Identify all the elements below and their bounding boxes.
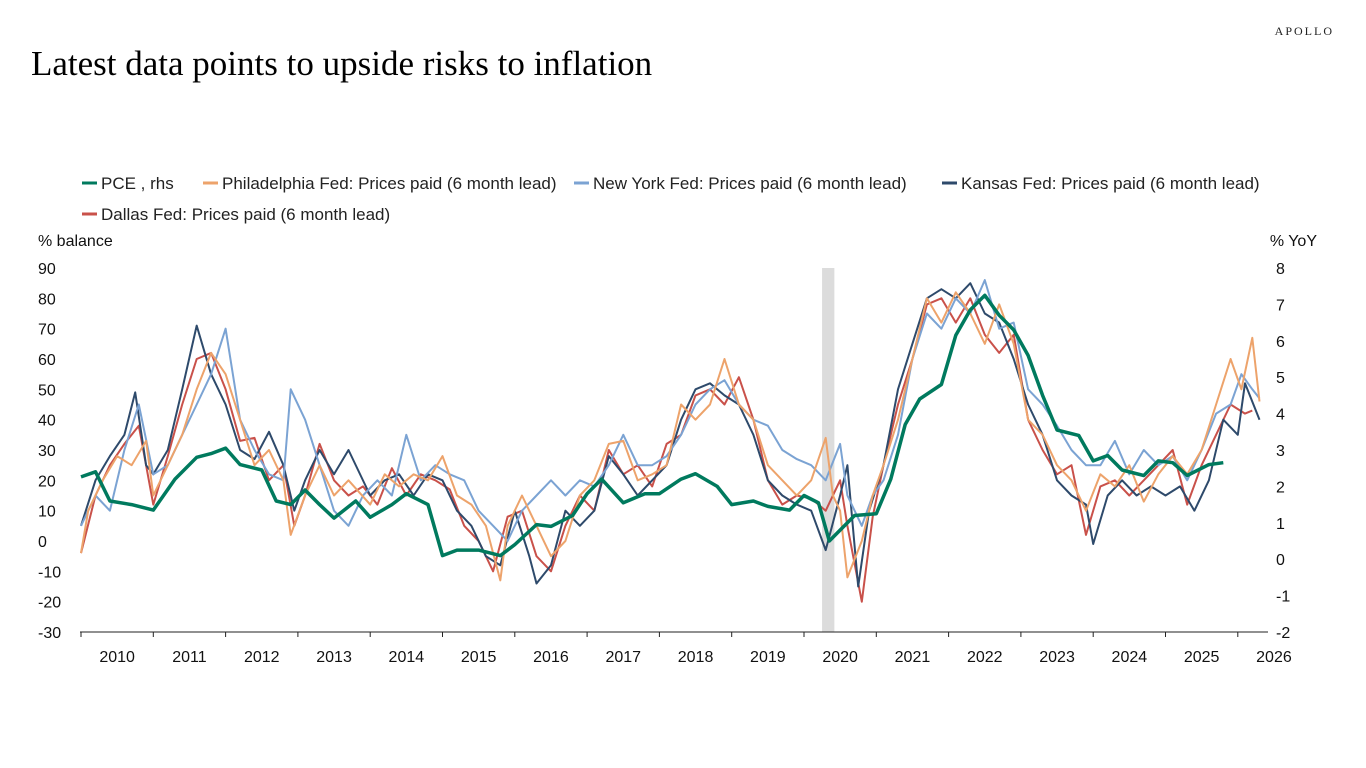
left-tick-label: -30 (38, 625, 61, 642)
left-tick-label: 60 (38, 352, 56, 369)
x-tick-label: 2015 (461, 649, 497, 666)
x-tick-label: 2021 (895, 649, 931, 666)
x-tick-label: 2024 (1112, 649, 1148, 666)
x-tick-label: 2017 (605, 649, 641, 666)
right-tick-label: 8 (1276, 261, 1285, 278)
left-tick-label: 70 (38, 322, 56, 339)
right-axis-label: % YoY (1270, 233, 1317, 250)
x-tick-label: 2012 (244, 649, 280, 666)
right-tick-label: 1 (1276, 516, 1285, 533)
right-tick-label: 5 (1276, 370, 1285, 387)
x-tick-label: 2020 (822, 649, 858, 666)
left-tick-label: 40 (38, 413, 56, 430)
x-tick-label: 2016 (533, 649, 569, 666)
left-tick-label: 80 (38, 291, 56, 308)
x-tick-label: 2026 (1256, 649, 1292, 666)
legend-entry: PCE , rhs (101, 174, 174, 193)
series-line-dallas-fed (80, 297, 1253, 603)
left-tick-label: 50 (38, 382, 56, 399)
left-tick-label: -10 (38, 564, 61, 581)
right-tick-label: 7 (1276, 297, 1285, 314)
right-tick-label: 2 (1276, 479, 1285, 496)
x-tick-label: 2014 (389, 649, 425, 666)
legend-entry: Kansas Fed: Prices paid (6 month lead) (961, 174, 1260, 193)
left-tick-label: 20 (38, 473, 56, 490)
right-tick-label: 0 (1276, 552, 1285, 569)
right-tick-label: 6 (1276, 334, 1285, 351)
x-tick-label: 2022 (967, 649, 1003, 666)
right-tick-label: -2 (1276, 625, 1290, 642)
chart-title: Latest data points to upside risks to in… (31, 44, 653, 83)
legend-entry: Philadelphia Fed: Prices paid (6 month l… (222, 174, 557, 193)
left-tick-label: 90 (38, 261, 56, 278)
right-tick-label: -1 (1276, 589, 1290, 606)
series-line-kansas-fed (80, 282, 1261, 588)
legend-entry: New York Fed: Prices paid (6 month lead) (593, 174, 907, 193)
left-tick-label: -20 (38, 595, 61, 612)
x-tick-label: 2025 (1184, 649, 1220, 666)
right-tick-label: 4 (1276, 407, 1285, 424)
left-axis-label: % balance (38, 233, 113, 250)
legend-entry: Dallas Fed: Prices paid (6 month lead) (101, 205, 390, 224)
right-tick-label: 3 (1276, 443, 1285, 460)
x-tick-label: 2023 (1039, 649, 1075, 666)
x-tick-label: 2010 (99, 649, 135, 666)
x-tick-label: 2013 (316, 649, 352, 666)
series-line-pce-rhs (80, 293, 1224, 558)
left-tick-label: 30 (38, 443, 56, 460)
series-line-philadelphia-fed (80, 291, 1261, 582)
x-tick-label: 2018 (678, 649, 714, 666)
left-tick-label: 0 (38, 534, 47, 551)
left-tick-label: 10 (38, 504, 56, 521)
recession-shading (822, 268, 835, 632)
brand-logo: APOLLO (1274, 24, 1334, 38)
x-tick-label: 2019 (750, 649, 786, 666)
x-tick-label: 2011 (172, 649, 207, 666)
